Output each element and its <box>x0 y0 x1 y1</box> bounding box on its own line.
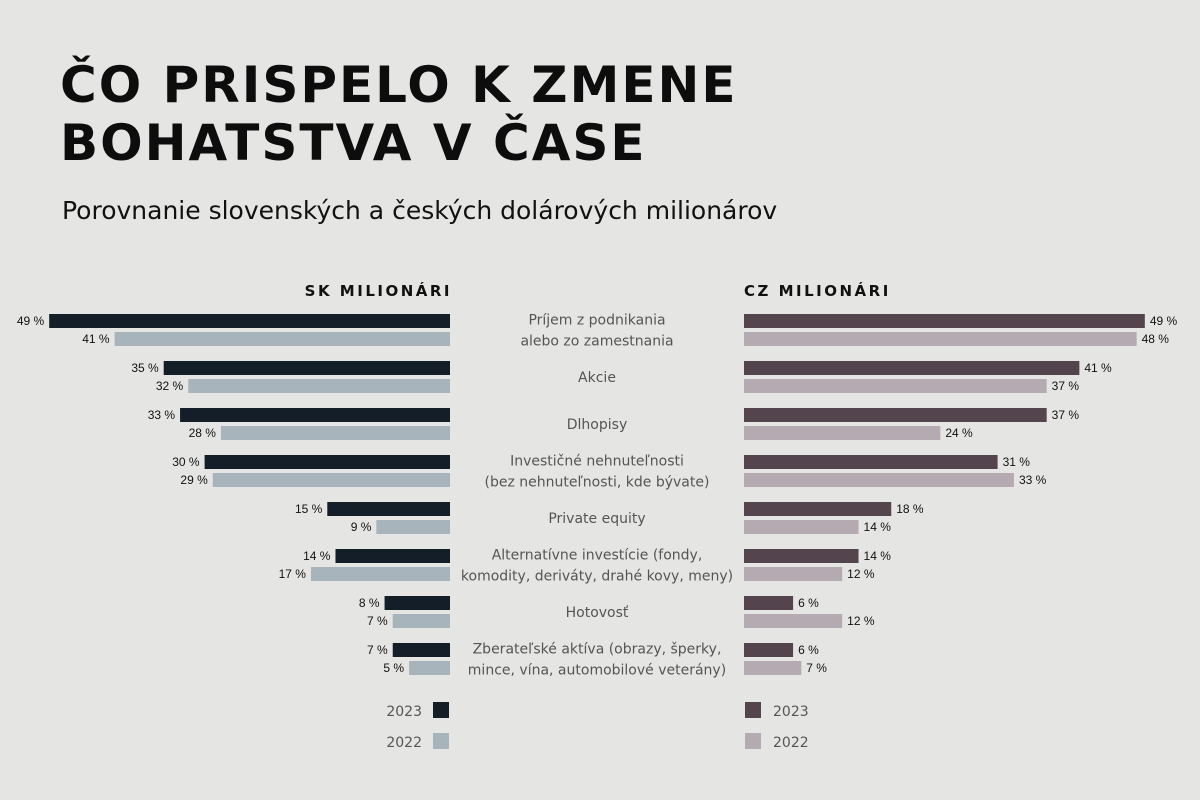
bar-cz-2022 <box>744 379 1047 393</box>
value-label: 48 % <box>1142 332 1170 346</box>
category-label: Investičné nehnuteľnosti <box>510 454 684 470</box>
bar-cz-2023 <box>744 408 1047 422</box>
bar-sk-2023 <box>392 643 450 657</box>
value-label: 15 % <box>295 502 323 516</box>
value-label: 41 % <box>82 332 110 346</box>
value-label: 7 % <box>367 614 388 628</box>
bar-sk-2023 <box>335 549 450 563</box>
value-label: 18 % <box>896 502 924 516</box>
value-label: 12 % <box>847 567 875 581</box>
category-label: komodity, deriváty, drahé kovy, meny) <box>461 569 733 585</box>
value-label: 24 % <box>945 426 973 440</box>
category-label: Dlhopisy <box>567 417 627 433</box>
bar-cz-2023 <box>744 455 998 469</box>
value-label: 30 % <box>172 455 200 469</box>
bar-cz-2022 <box>744 520 859 534</box>
category-label: Akcie <box>578 370 616 386</box>
bar-cz-2023 <box>744 643 794 657</box>
bar-sk-2023 <box>204 455 450 469</box>
category-label: alebo zo zamestnania <box>520 334 673 350</box>
category-label: Alternatívne investície (fondy, <box>492 548 703 564</box>
value-label: 14 % <box>864 520 892 534</box>
legend-label: 2022 <box>773 735 809 751</box>
value-label: 7 % <box>367 643 388 657</box>
value-label: 33 % <box>1019 473 1047 487</box>
bar-sk-2022 <box>310 567 450 581</box>
bar-sk-2022 <box>212 473 450 487</box>
bar-cz-2022 <box>744 614 843 628</box>
value-label: 12 % <box>847 614 875 628</box>
value-label: 32 % <box>156 379 184 393</box>
category-label: mince, vína, automobilové veterány) <box>468 663 726 679</box>
bar-sk-2023 <box>49 314 451 328</box>
category-label: Private equity <box>548 511 645 527</box>
category-label: Príjem z podnikania <box>528 313 665 329</box>
chart-subtitle: Porovnanie slovenských a českých dolárov… <box>62 196 778 225</box>
value-label: 31 % <box>1003 455 1031 469</box>
bar-sk-2023 <box>163 361 450 375</box>
value-label: 49 % <box>17 314 45 328</box>
legend-swatch <box>433 733 449 749</box>
cz-panel-title: CZ MILIONÁRI <box>744 282 891 300</box>
bar-sk-2022 <box>409 661 450 675</box>
bar-sk-2023 <box>327 502 450 516</box>
bar-cz-2022 <box>744 332 1137 346</box>
value-label: 35 % <box>131 361 159 375</box>
category-label: Hotovosť <box>566 605 629 621</box>
chart-title: ČO PRISPELO K ZMENE BOHATSTVA V ČASE <box>60 56 737 172</box>
value-label: 6 % <box>798 596 819 610</box>
title-line-2: BOHATSTVA V ČASE <box>60 114 647 172</box>
legend-label: 2022 <box>386 735 422 751</box>
category-label: Zberateľské aktíva (obrazy, šperky, <box>473 642 722 658</box>
bar-cz-2023 <box>744 361 1080 375</box>
legend-label: 2023 <box>773 704 809 720</box>
title-line-1: ČO PRISPELO K ZMENE <box>60 56 738 114</box>
value-label: 5 % <box>383 661 404 675</box>
value-label: 8 % <box>359 596 380 610</box>
bar-sk-2022 <box>114 332 451 346</box>
value-label: 29 % <box>180 473 208 487</box>
legend-swatch <box>745 702 761 718</box>
bar-sk-2023 <box>384 596 450 610</box>
legend-swatch <box>745 733 761 749</box>
legend-label: 2023 <box>386 704 422 720</box>
bar-cz-2022 <box>744 567 843 581</box>
value-label: 49 % <box>1150 314 1178 328</box>
bar-cz-2023 <box>744 549 859 563</box>
value-label: 14 % <box>303 549 331 563</box>
bar-cz-2023 <box>744 314 1145 328</box>
bar-sk-2023 <box>180 408 450 422</box>
value-label: 6 % <box>798 643 819 657</box>
sk-panel-title: SK MILIONÁRI <box>304 282 452 300</box>
bar-sk-2022 <box>376 520 450 534</box>
bar-cz-2022 <box>744 426 941 440</box>
value-label: 37 % <box>1052 408 1080 422</box>
bar-cz-2022 <box>744 473 1014 487</box>
legend-swatch <box>433 702 449 718</box>
value-label: 14 % <box>864 549 892 563</box>
value-label: 28 % <box>189 426 217 440</box>
bar-cz-2023 <box>744 596 794 610</box>
value-label: 41 % <box>1084 361 1112 375</box>
bar-cz-2022 <box>744 661 802 675</box>
value-label: 37 % <box>1052 379 1080 393</box>
value-label: 17 % <box>279 567 307 581</box>
bar-sk-2022 <box>188 379 451 393</box>
bar-sk-2022 <box>392 614 450 628</box>
bar-cz-2023 <box>744 502 892 516</box>
value-label: 9 % <box>351 520 372 534</box>
value-label: 33 % <box>148 408 176 422</box>
value-label: 7 % <box>806 661 827 675</box>
bar-sk-2022 <box>220 426 450 440</box>
category-label: (bez nehnuteľnosti, kde bývate) <box>485 475 710 491</box>
